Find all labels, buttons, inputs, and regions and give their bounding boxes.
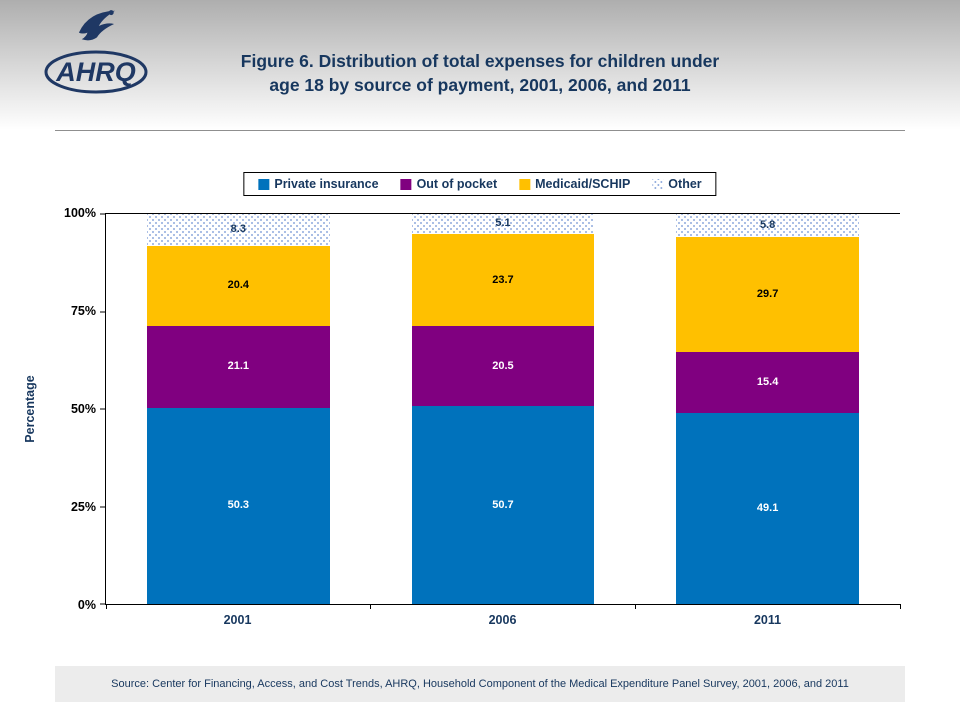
segment: 21.1 bbox=[147, 325, 330, 408]
legend-label: Other bbox=[668, 177, 702, 191]
y-tick-mark bbox=[100, 603, 106, 605]
x-axis-labels: 2001 2006 2011 bbox=[105, 613, 900, 627]
x-tick-mark bbox=[899, 604, 901, 609]
y-tick-label: 25% bbox=[70, 499, 96, 514]
footer-band: Source: Center for Financing, Access, an… bbox=[55, 666, 905, 702]
legend-item: Private insurance bbox=[258, 177, 379, 191]
x-category-label: 2001 bbox=[223, 613, 252, 627]
y-axis-title: Percentage bbox=[23, 375, 37, 443]
bars: 50.3 21.1 20.4 8.3 50.7 20.5 23.7 5.1 49.1 15.4 29… bbox=[106, 214, 900, 604]
x-tick-mark bbox=[105, 604, 107, 609]
legend-item: Other bbox=[652, 177, 702, 191]
legend-label: Medicaid/SCHIP bbox=[535, 177, 631, 191]
segment: 29.7 bbox=[676, 236, 859, 353]
segment: 5.1 bbox=[411, 214, 595, 234]
page-title: Figure 6. Distribution of total expenses… bbox=[0, 50, 960, 97]
chart-legend: Private insurance Out of pocket Medicaid/S… bbox=[243, 172, 717, 196]
segment-value-label: 23.7 bbox=[492, 273, 514, 286]
segment-value-label: 50.7 bbox=[492, 498, 514, 511]
y-tick-mark bbox=[100, 408, 106, 410]
agency-logo: AHRQ bbox=[40, 6, 152, 100]
segment: 50.3 bbox=[147, 407, 330, 604]
segment-value-label: 8.3 bbox=[230, 223, 246, 236]
bar-2001: 50.3 21.1 20.4 8.3 bbox=[147, 214, 330, 604]
y-tick-mark bbox=[100, 506, 106, 507]
y-tick-label: 75% bbox=[70, 303, 96, 318]
legend-label: Out of pocket bbox=[416, 177, 498, 191]
segment: 5.8 bbox=[676, 214, 859, 237]
page-title-line2: age 18 by source of payment, 2001, 2006,… bbox=[269, 74, 691, 95]
legend-item: Out of pocket bbox=[400, 177, 498, 191]
plot-area: 50.3 21.1 20.4 8.3 50.7 20.5 23.7 5.1 49.1 15.4 29… bbox=[100, 213, 901, 609]
segment: 20.5 bbox=[411, 326, 595, 407]
segment-value-label: 5.1 bbox=[495, 217, 511, 230]
header-band bbox=[0, 0, 960, 130]
segment: 50.7 bbox=[411, 406, 595, 604]
y-tick-label: 50% bbox=[70, 401, 96, 416]
x-tick-mark bbox=[370, 604, 372, 609]
segment-value-label: 21.1 bbox=[227, 360, 250, 373]
legend-swatch bbox=[519, 178, 531, 190]
segment-value-label: 49.1 bbox=[756, 501, 779, 514]
page-title-line1: Figure 6. Distribution of total expenses… bbox=[240, 51, 720, 71]
segment-value-label: 20.5 bbox=[492, 359, 514, 372]
ahrq-logo-text: AHRQ bbox=[55, 57, 136, 87]
x-category-label: 2006 bbox=[488, 613, 517, 627]
x-tick-mark bbox=[634, 604, 636, 609]
segment: 15.4 bbox=[676, 352, 859, 413]
legend-swatch bbox=[258, 178, 270, 190]
segment-value-label: 5.8 bbox=[759, 218, 776, 231]
x-category-label: 2011 bbox=[753, 613, 782, 627]
legend-label: Private insurance bbox=[274, 177, 379, 191]
y-tick-label: 0% bbox=[77, 597, 96, 612]
y-axis-labels: 0% 25% 50% 75% 100% bbox=[40, 207, 96, 611]
legend-swatch bbox=[652, 178, 664, 190]
y-tick-label: 100% bbox=[64, 205, 96, 220]
segment-value-label: 29.7 bbox=[756, 288, 779, 301]
legend-item: Medicaid/SCHIP bbox=[519, 177, 630, 191]
segment-value-label: 20.4 bbox=[227, 279, 250, 292]
segment-value-label: 15.4 bbox=[756, 375, 779, 388]
segment: 8.3 bbox=[147, 214, 330, 247]
segment: 23.7 bbox=[411, 233, 595, 327]
segment-value-label: 50.3 bbox=[227, 499, 250, 512]
bar-2006: 50.7 20.5 23.7 5.1 bbox=[411, 214, 595, 604]
y-tick-mark bbox=[100, 311, 106, 312]
header-divider bbox=[55, 130, 905, 131]
bar-2011: 49.1 15.4 29.7 5.8 bbox=[676, 214, 859, 604]
hhs-eagle-icon bbox=[78, 10, 115, 41]
segment: 20.4 bbox=[147, 246, 330, 326]
legend-swatch bbox=[400, 178, 412, 190]
source-text: Source: Center for Financing, Access, an… bbox=[111, 678, 849, 690]
segment: 49.1 bbox=[676, 412, 859, 604]
ahrq-logo: AHRQ bbox=[44, 50, 148, 94]
y-tick-mark bbox=[100, 213, 106, 215]
